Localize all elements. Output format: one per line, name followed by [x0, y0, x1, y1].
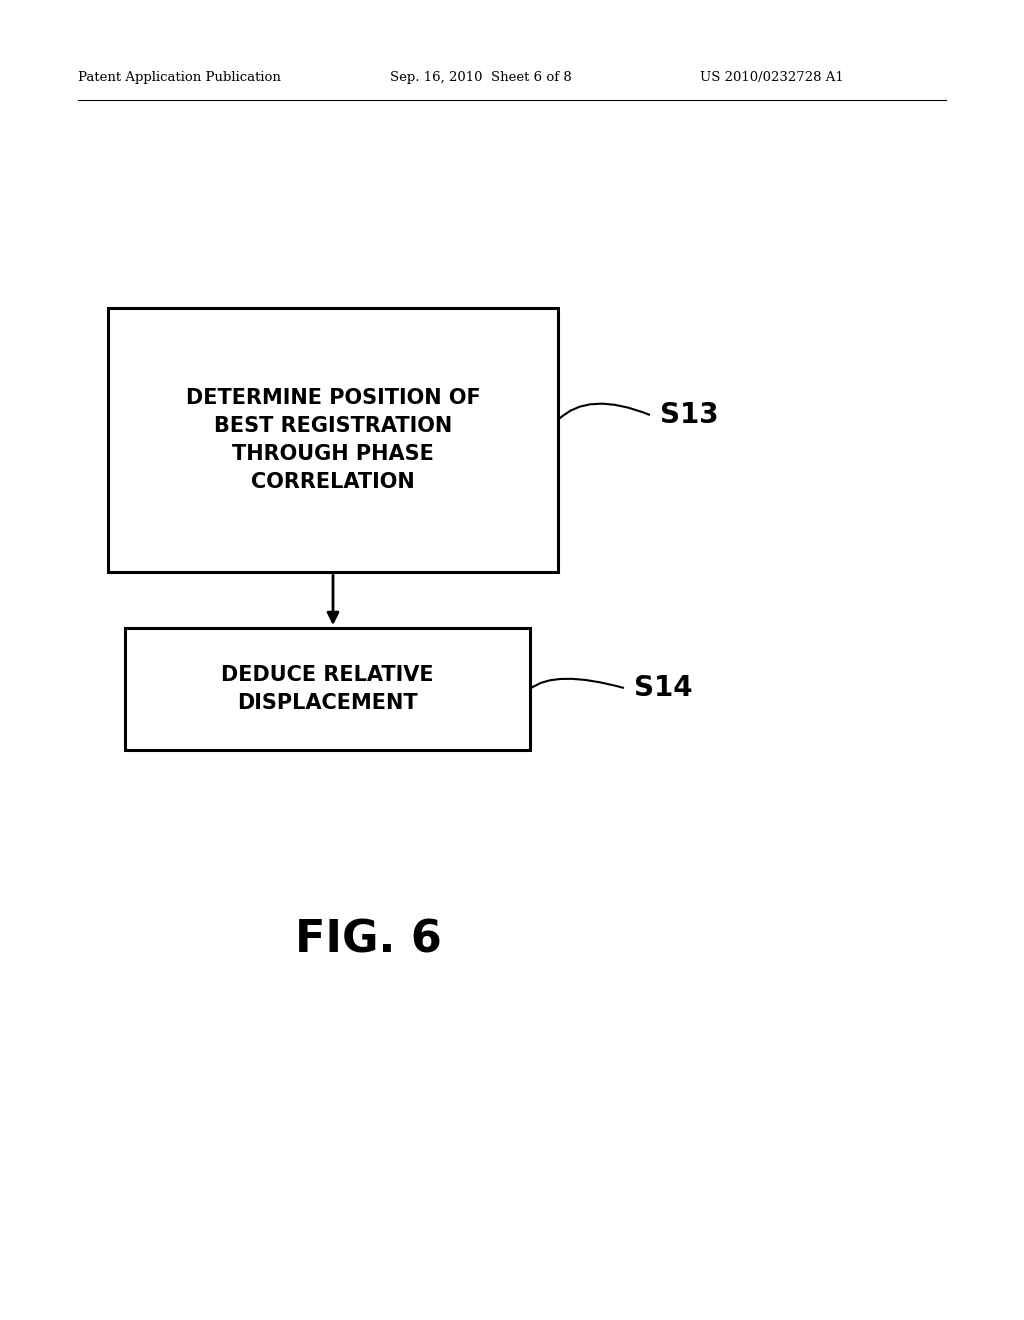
Text: FIG. 6: FIG. 6: [295, 919, 442, 961]
Text: S14: S14: [634, 675, 692, 702]
Bar: [125, 628, 530, 750]
Text: Patent Application Publication: Patent Application Publication: [78, 71, 281, 84]
Text: US 2010/0232728 A1: US 2010/0232728 A1: [700, 71, 844, 84]
Bar: [108, 308, 558, 572]
Text: DEDUCE RELATIVE
DISPLACEMENT: DEDUCE RELATIVE DISPLACEMENT: [221, 665, 434, 713]
Text: DETERMINE POSITION OF
BEST REGISTRATION
THROUGH PHASE
CORRELATION: DETERMINE POSITION OF BEST REGISTRATION …: [185, 388, 480, 492]
Text: S13: S13: [660, 401, 719, 429]
Text: Sep. 16, 2010  Sheet 6 of 8: Sep. 16, 2010 Sheet 6 of 8: [390, 71, 571, 84]
